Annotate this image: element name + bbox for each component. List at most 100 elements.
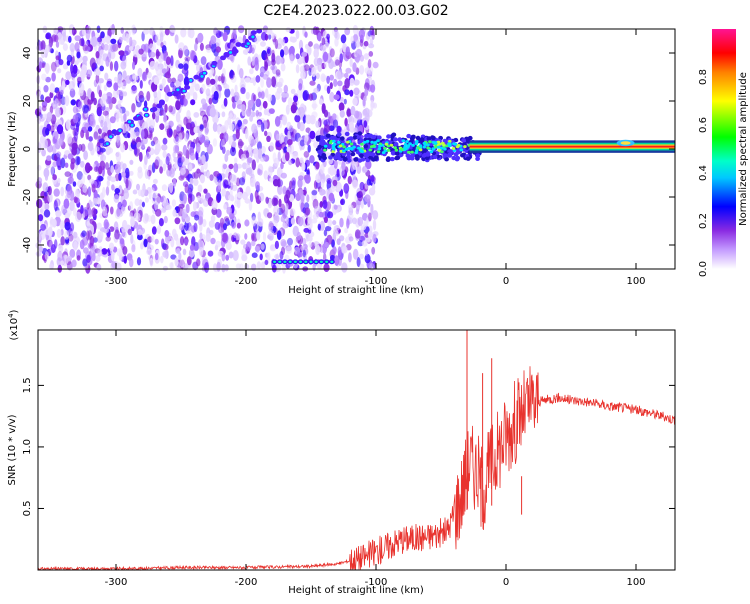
noise-blob [69, 248, 76, 258]
snr-line [37, 366, 676, 571]
noise-blob [144, 169, 149, 179]
noise-blob [204, 141, 210, 148]
noise-blob [204, 262, 210, 273]
band-core [456, 143, 461, 147]
noise-blob [299, 65, 305, 73]
noise-blob [321, 37, 326, 46]
noise-blob [217, 179, 222, 190]
noise-blob [311, 218, 318, 224]
noise-blob [44, 251, 49, 261]
noise-blob [64, 221, 71, 231]
noise-blob [247, 56, 252, 66]
band-core [342, 145, 346, 149]
noise-blob [159, 196, 164, 203]
band-core [363, 140, 367, 144]
noise-blob [363, 40, 369, 47]
figure-title: C2E4.2023.022.00.03.G02 [263, 3, 448, 19]
noise-blob [38, 61, 43, 70]
band-blob [344, 131, 350, 137]
noise-blob [45, 76, 51, 83]
band-blob [328, 155, 333, 160]
noise-blob [134, 146, 138, 156]
noise-blob [353, 79, 360, 86]
noise-blob [279, 250, 284, 260]
noise-blob [62, 31, 67, 42]
noise-blob [96, 222, 102, 230]
noise-blob [182, 144, 188, 156]
noise-blob [151, 226, 157, 235]
noise-blob [251, 56, 256, 66]
noise-blob [233, 91, 240, 102]
noise-blob [287, 139, 293, 146]
noise-blob [130, 216, 135, 228]
noise-blob [308, 235, 313, 242]
noise-blob [251, 252, 258, 258]
noise-blob [40, 49, 46, 59]
noise-blob [97, 57, 104, 67]
band-blob [393, 137, 398, 142]
edge-core [304, 260, 308, 263]
noise-blob [333, 225, 337, 233]
x-tick-label: 0 [503, 276, 509, 287]
snr-scale-close: ) [9, 309, 20, 313]
noise-blob [309, 80, 316, 86]
noise-blob [79, 239, 85, 250]
noise-blob [38, 246, 44, 253]
noise-blob [344, 117, 348, 127]
noise-blob [178, 63, 184, 69]
noise-blob [299, 139, 305, 147]
noise-blob [247, 99, 254, 107]
band-blob [391, 132, 397, 137]
noise-blob [54, 131, 59, 140]
noise-blob [172, 209, 177, 217]
band-core [342, 149, 346, 153]
noise-blob [253, 148, 259, 159]
noise-blob [368, 212, 372, 222]
band-blob [331, 135, 337, 140]
noise-blob [111, 96, 117, 104]
tone-band-core [469, 145, 675, 148]
noise-blob [197, 131, 203, 138]
noise-blob [216, 192, 222, 202]
noise-blob [143, 238, 148, 248]
noise-blob [174, 257, 179, 267]
noise-blob [73, 231, 78, 239]
noise-blob [317, 223, 321, 231]
noise-blob [244, 145, 248, 151]
noise-blob [43, 209, 51, 218]
noise-blob [75, 189, 80, 198]
noise-blob [56, 228, 62, 238]
noise-blob [260, 261, 266, 270]
band-blob [475, 156, 480, 161]
noise-blob [204, 127, 209, 133]
noise-blob [244, 198, 251, 204]
band-blob [442, 138, 448, 144]
noise-blob [37, 231, 42, 241]
noise-blob [103, 43, 109, 51]
band-core [376, 139, 380, 143]
noise-blob [266, 135, 271, 142]
band-blob [342, 157, 348, 162]
noise-blob [107, 129, 112, 136]
noise-blob [228, 251, 234, 259]
noise-blob [58, 59, 64, 66]
noise-blob [109, 61, 113, 71]
noise-blob [256, 231, 261, 241]
noise-blob [225, 254, 230, 261]
noise-blob [154, 195, 161, 206]
noise-blob [214, 221, 221, 230]
noise-blob [197, 195, 201, 201]
noise-blob [189, 177, 194, 185]
noise-blob [285, 151, 290, 162]
noise-blob [325, 225, 332, 232]
noise-blob [189, 49, 195, 61]
noise-blob [288, 47, 295, 57]
streak-core [202, 71, 207, 75]
noise-blob [127, 228, 132, 236]
noise-blob [135, 131, 140, 137]
noise-blob [155, 140, 161, 147]
noise-blob [257, 141, 262, 151]
noise-blob [128, 257, 134, 268]
noise-blob [264, 259, 269, 266]
